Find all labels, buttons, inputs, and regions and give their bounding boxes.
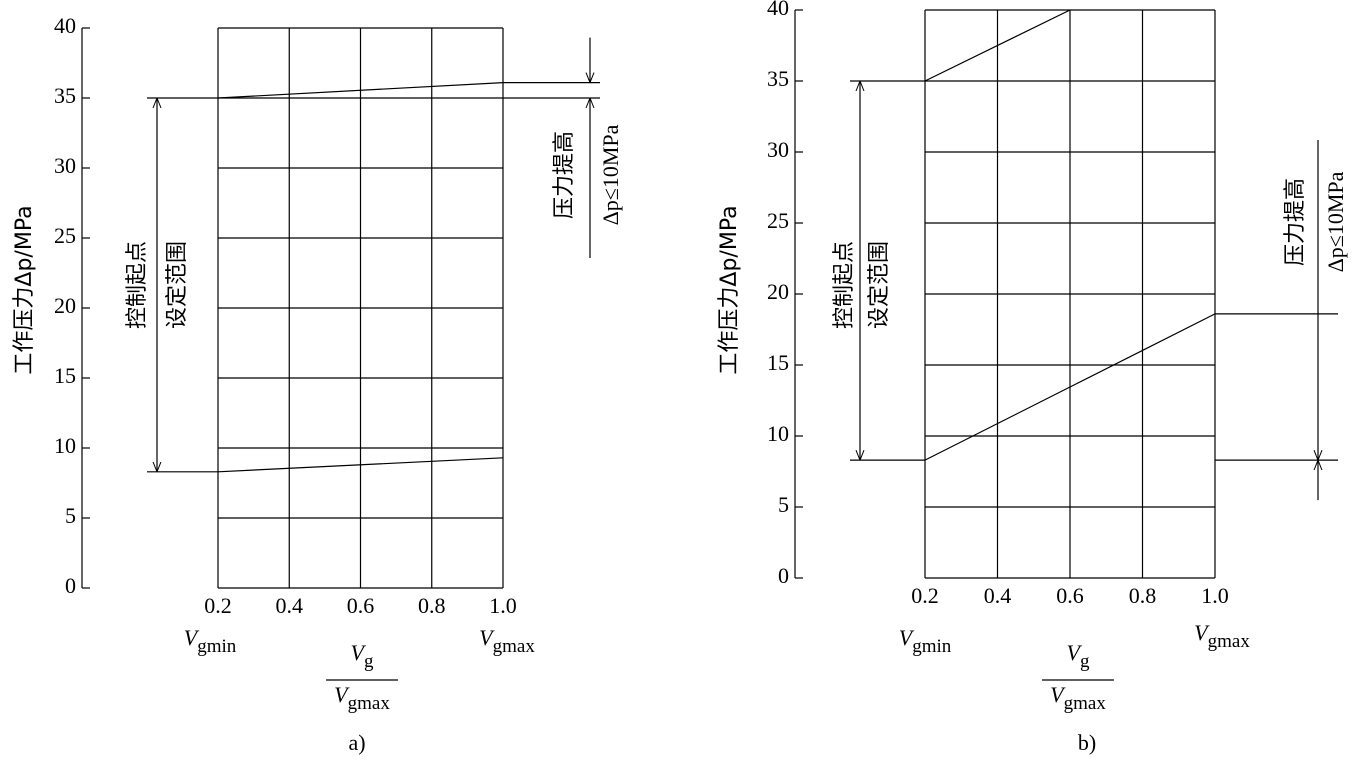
x-axis-label-base: V — [1050, 682, 1066, 707]
x-tick-label: 0.6 — [347, 593, 375, 618]
x-end-label-sub: gmax — [493, 636, 536, 657]
x-tick-label: 0.4 — [984, 583, 1012, 608]
range-label: 设定范围 — [165, 241, 190, 329]
x-axis-label: Vgmax — [1050, 682, 1106, 714]
x-end-label-base: V — [184, 625, 200, 650]
y-tick-label: 25 — [54, 223, 76, 248]
x-end-label: Vgmin — [899, 625, 952, 657]
x-end-label-sub: gmax — [1208, 631, 1251, 652]
y-tick-label: 0 — [65, 573, 76, 598]
x-end-label-sub: gmin — [197, 636, 237, 657]
x-tick-label: 0.2 — [911, 583, 939, 608]
caption: a) — [348, 730, 365, 755]
x-end-label-sub: gmin — [912, 636, 952, 657]
caption: b) — [1078, 730, 1096, 755]
y-tick-label: 5 — [778, 492, 789, 517]
y-tick-label: 10 — [767, 421, 789, 446]
y-tick-label: 35 — [767, 66, 789, 91]
x-axis-label-sub: gmax — [348, 693, 391, 714]
data-line — [217, 82, 504, 99]
x-axis-label-base: V — [334, 682, 350, 707]
y-tick-label: 10 — [54, 433, 76, 458]
x-axis-label-sub: g — [364, 651, 374, 672]
raise-limit: Δp≤10MPa — [1323, 171, 1348, 272]
x-tick-label: 0.6 — [1056, 583, 1084, 608]
y-axis-label: 工作压力Δp/MPa — [12, 205, 37, 374]
x-tick-label: 0.4 — [276, 593, 304, 618]
x-end-label-base: V — [1194, 620, 1210, 645]
y-tick-label: 30 — [767, 137, 789, 162]
y-tick-label: 15 — [54, 363, 76, 388]
y-tick-label: 5 — [65, 503, 76, 528]
data-line — [924, 9, 1071, 82]
range-label: 设定范围 — [867, 241, 892, 329]
x-end-label-base: V — [899, 625, 915, 650]
x-axis-label-base: V — [1067, 640, 1083, 665]
x-tick-label: 1.0 — [1201, 583, 1229, 608]
range-label: 控制起点 — [125, 241, 150, 329]
x-axis-label-sub: g — [1080, 651, 1090, 672]
y-tick-label: 25 — [767, 208, 789, 233]
x-axis-label-sub: gmax — [1064, 693, 1107, 714]
data-line — [924, 313, 1216, 461]
y-tick-label: 20 — [54, 293, 76, 318]
x-end-label: Vgmin — [184, 625, 237, 657]
x-tick-label: 0.8 — [418, 593, 446, 618]
raise-limit: Δp≤10MPa — [598, 124, 623, 225]
y-tick-label: 40 — [54, 13, 76, 38]
y-tick-label: 30 — [54, 153, 76, 178]
x-axis-label-base: V — [351, 640, 367, 665]
y-tick-label: 35 — [54, 83, 76, 108]
x-axis-label: Vg — [1067, 640, 1090, 672]
x-tick-label: 0.2 — [204, 593, 232, 618]
x-end-label: Vgmax — [479, 625, 535, 657]
raise-label: 压力提高 — [552, 131, 577, 219]
x-axis-label: Vgmax — [334, 682, 390, 714]
y-axis-label: 工作压力Δp/MPa — [717, 205, 742, 374]
range-label: 控制起点 — [832, 241, 857, 329]
x-tick-label: 1.0 — [489, 593, 517, 618]
x-end-label: Vgmax — [1194, 620, 1250, 652]
raise-label: 压力提高 — [1283, 178, 1308, 266]
data-line — [217, 457, 504, 473]
y-tick-label: 0 — [778, 563, 789, 588]
y-tick-label: 40 — [767, 0, 789, 20]
x-end-label-base: V — [479, 625, 495, 650]
y-tick-label: 15 — [767, 350, 789, 375]
x-axis-label: Vg — [351, 640, 374, 672]
x-tick-label: 0.8 — [1129, 583, 1157, 608]
y-tick-label: 20 — [767, 279, 789, 304]
